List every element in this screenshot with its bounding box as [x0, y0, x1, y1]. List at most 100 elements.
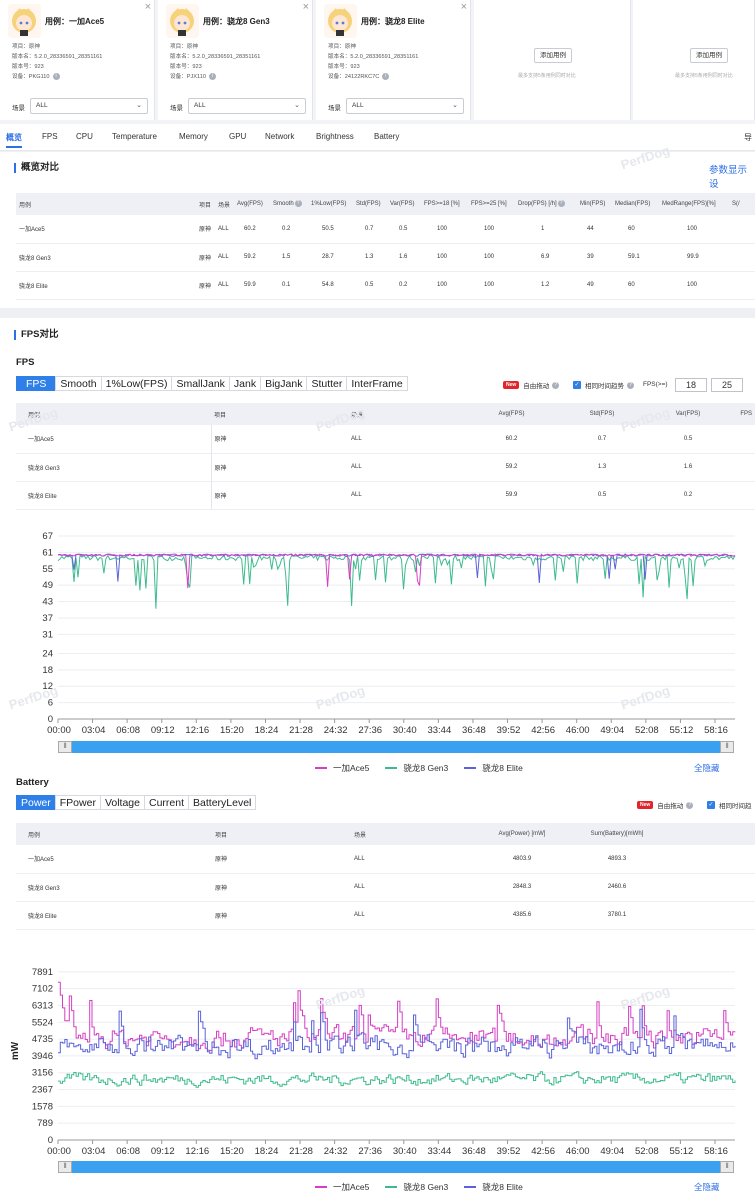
col-header: Min(FPS) — [577, 193, 612, 215]
tab-overview[interactable]: 概览 — [6, 133, 22, 148]
x-tick-label: 00:00 — [47, 1146, 71, 1157]
tab-export[interactable]: 导 — [744, 133, 752, 142]
scene-select[interactable]: ALL ⌄ — [30, 98, 148, 114]
table-row: 骁龙8 Elite 原神 ALL 4385.6 3780.1 — [16, 901, 755, 930]
x-tick-label: 46:00 — [566, 725, 590, 736]
case-version-no: 版本号：923 — [170, 64, 202, 70]
chevron-down-icon: ⌄ — [136, 102, 142, 109]
y-tick-label: 5524 — [32, 1017, 53, 1028]
case-card-gen3: 用例：骁龙8 Gen3 × 项目：原神 版本名：5.2.0_28336591_2… — [158, 0, 313, 120]
tab-network[interactable]: Network — [265, 132, 295, 141]
threshold-input-1[interactable]: 18 — [675, 378, 707, 392]
x-tick-label: 27:36 — [358, 1146, 382, 1157]
add-case-button[interactable]: 添加用例 — [534, 48, 572, 63]
subtab-smooth[interactable]: Smooth — [55, 376, 102, 391]
legend-item-ace5[interactable]: 一加Ace5 — [315, 762, 369, 774]
subtab-smalljank[interactable]: SmallJank — [171, 376, 230, 391]
battery-subtabs: Power FPower Voltage Current BatteryLeve… — [16, 795, 257, 810]
slider-handle-left[interactable]: ⦀ — [58, 741, 72, 753]
tab-gpu[interactable]: GPU — [229, 132, 247, 141]
slider-handle-right[interactable]: ⦀ — [720, 1161, 734, 1173]
info-icon[interactable]: i — [382, 73, 390, 81]
subtab-current[interactable]: Current — [144, 795, 190, 810]
y-tick-label: 2367 — [32, 1085, 53, 1096]
subtab-fps[interactable]: FPS — [16, 376, 57, 391]
power-range-slider[interactable]: ⦀ ⦀ — [58, 1161, 734, 1173]
hide-all-link[interactable]: 全隐藏 — [694, 763, 720, 773]
tab-battery[interactable]: Battery — [374, 132, 400, 141]
tab-memory[interactable]: Memory — [179, 132, 208, 141]
legend-item-elite[interactable]: 骁龙8 Elite — [464, 1181, 523, 1193]
x-tick-label: 46:00 — [566, 1146, 590, 1157]
table-row: 骁龙8 Gen3 原神 ALL 2848.3 2460.6 — [16, 873, 755, 902]
subtab-jank[interactable]: Jank — [228, 376, 262, 391]
close-icon[interactable]: × — [144, 1, 151, 13]
subtab-1low[interactable]: 1%Low(FPS) — [100, 376, 173, 391]
tab-temperature[interactable]: Temperature — [112, 132, 157, 141]
y-tick-label: 6 — [48, 698, 53, 709]
col-header: 用例 — [16, 403, 211, 425]
same-trend-checkbox[interactable]: ✓ 相同时间趋 — [707, 800, 752, 810]
subtab-batterylevel[interactable]: BatteryLevel — [188, 795, 257, 810]
x-tick-label: 06:08 — [116, 1146, 140, 1157]
checkbox-checked-icon[interactable]: ✓ — [707, 801, 715, 809]
x-tick-label: 30:40 — [393, 1146, 417, 1157]
table-row: 骁龙8 Elite 原神 ALL 59.9 0.5 0.2 — [16, 481, 755, 510]
x-tick-label: 39:52 — [497, 1146, 521, 1157]
subtab-stutter[interactable]: Stutter — [306, 376, 348, 391]
legend-swatch — [464, 1186, 477, 1188]
threshold-input-2[interactable]: 25 — [711, 378, 743, 392]
subtab-voltage[interactable]: Voltage — [99, 795, 145, 810]
chevron-down-icon: ⌄ — [452, 102, 458, 109]
slider-handle-left[interactable]: ⦀ — [58, 1161, 72, 1173]
legend-swatch — [315, 1186, 327, 1188]
help-icon[interactable]: ? — [627, 381, 634, 389]
col-header: Avg(Power) [mW] — [467, 823, 577, 845]
info-icon[interactable]: i — [52, 73, 60, 81]
hide-all-link[interactable]: 全隐藏 — [694, 1182, 720, 1192]
y-tick-label: 61 — [42, 547, 53, 558]
tab-fps[interactable]: FPS — [42, 132, 58, 141]
slider-handle-right[interactable]: ⦀ — [720, 741, 734, 753]
subtab-fpower[interactable]: FPower — [54, 795, 101, 810]
help-icon[interactable]: ? — [686, 801, 694, 809]
x-tick-label: 52:08 — [635, 1146, 659, 1157]
help-icon[interactable]: ? — [552, 381, 560, 389]
legend-item-elite[interactable]: 骁龙8 Elite — [464, 762, 523, 774]
info-icon[interactable]: i — [208, 73, 216, 81]
legend-item-ace5[interactable]: 一加Ace5 — [315, 1181, 369, 1193]
checkbox-checked-icon[interactable]: ✓ — [573, 381, 581, 389]
scene-select-value: ALL — [194, 102, 206, 109]
add-case-button[interactable]: 添加用例 — [690, 48, 728, 63]
free-drag-toggle[interactable]: New 自由拖动 ? — [637, 800, 694, 810]
case-title: 用例：一加Ace5 — [45, 17, 105, 26]
tab-brightness[interactable]: Brightness — [316, 132, 354, 141]
legend-item-gen3[interactable]: 骁龙8 Gen3 — [385, 1181, 448, 1193]
fps-series-gen3 — [57, 554, 736, 609]
subtab-bigjank[interactable]: BigJank — [260, 376, 308, 391]
table-row: 骁龙8 Elite 原神 ALL 59.9 0.1 54.8 0.5 0.2 100 100 1.2… — [16, 271, 755, 300]
scene-select[interactable]: ALL ⌄ — [346, 98, 464, 114]
info-icon[interactable]: ? — [294, 200, 302, 208]
fps-table: 用例 项目 场景 Avg(FPS) Std(FPS) Var(FPS) FPS … — [16, 403, 755, 510]
col-header: Std(FPS) — [557, 403, 647, 425]
info-icon[interactable]: ? — [557, 200, 565, 208]
free-drag-toggle[interactable]: New 自由拖动 ? — [503, 380, 560, 390]
x-tick-label: 58:16 — [704, 1146, 728, 1157]
close-icon[interactable]: × — [302, 1, 309, 13]
col-header: 项目 — [212, 823, 351, 845]
x-tick-label: 21:28 — [289, 1146, 313, 1157]
tab-cpu[interactable]: CPU — [76, 132, 93, 141]
same-trend-checkbox[interactable]: ✓ 相同时间趋势 ? — [573, 380, 634, 390]
fps-range-slider[interactable]: ⦀ ⦀ — [58, 741, 734, 753]
subtab-interframe[interactable]: InterFrame — [346, 376, 408, 391]
legend-item-gen3[interactable]: 骁龙8 Gen3 — [385, 762, 448, 774]
case-card-elite: 用例：骁龙8 Elite × 项目：原神 版本名：5.2.0_28336591_… — [316, 0, 471, 120]
fps-subtitle: FPS — [16, 357, 35, 368]
close-icon[interactable]: × — [460, 1, 467, 13]
scene-select[interactable]: ALL ⌄ — [188, 98, 306, 114]
param-display-link[interactable]: 参数显示设 — [709, 165, 748, 190]
same-trend-label: 相同时间趋 — [719, 803, 752, 810]
subtab-power[interactable]: Power — [16, 795, 56, 810]
top-tabs: 概览 FPS CPU Temperature Memory GPU Networ… — [0, 124, 755, 151]
